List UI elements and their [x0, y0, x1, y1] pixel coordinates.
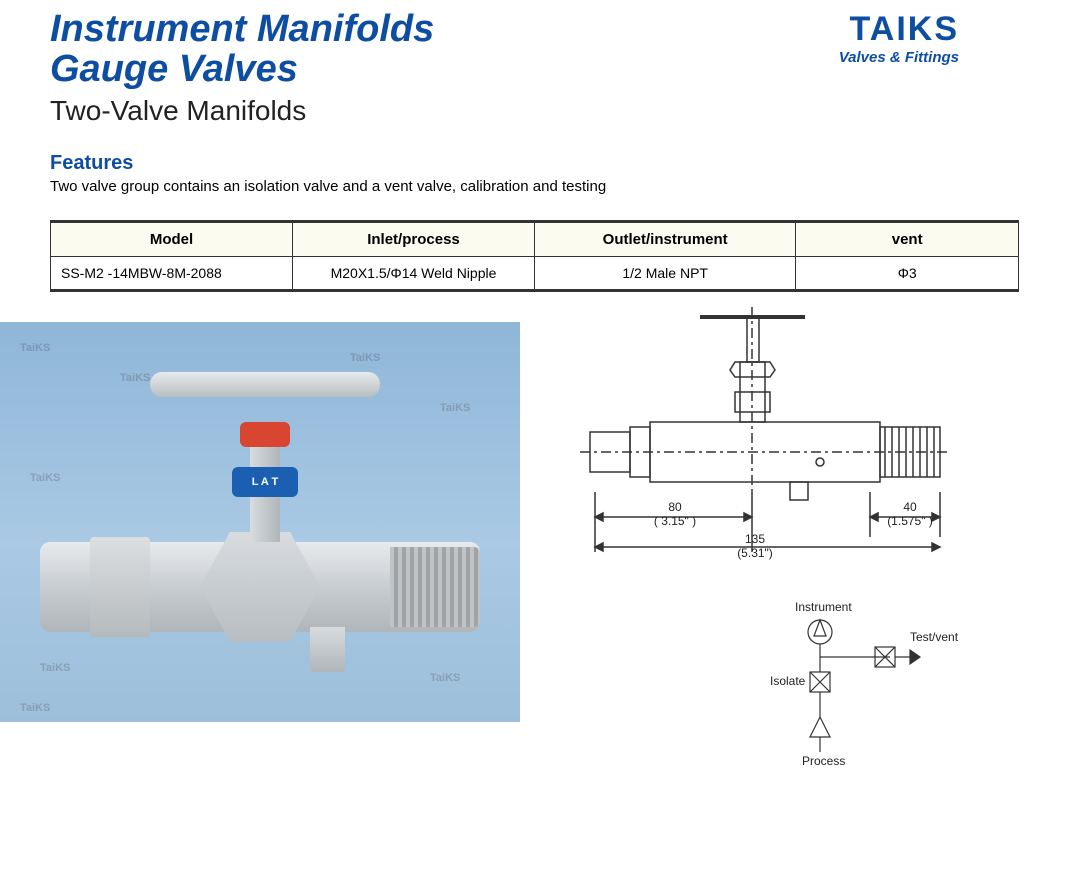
- cell-vent: Φ3: [796, 256, 1019, 290]
- label-testvent: Test/vent: [910, 630, 958, 644]
- logo-sub-text: Valves & Fittings: [839, 49, 959, 66]
- dim-40-in: (1.575" ): [875, 514, 945, 528]
- col-model: Model: [51, 221, 293, 256]
- col-inlet: Inlet/process: [293, 221, 535, 256]
- watermark: TaiKS: [20, 702, 50, 714]
- table-row: SS-M2 -14MBW-8M-2088 M20X1.5/Φ14 Weld Ni…: [51, 256, 1019, 290]
- valve-nut-shape: [90, 537, 150, 637]
- dim-135-in: (5.31"): [720, 546, 790, 560]
- brand-logo: TAIKS Valves & Fittings: [839, 10, 1019, 90]
- watermark: TaiKS: [40, 662, 70, 674]
- watermark: TaiKS: [350, 352, 380, 364]
- valve-handle-shape: [150, 372, 380, 397]
- watermark: TaiKS: [20, 342, 50, 354]
- spec-table: Model Inlet/process Outlet/instrument ve…: [50, 220, 1019, 292]
- dim-80-mm: 80: [645, 500, 705, 514]
- cell-inlet: M20X1.5/Φ14 Weld Nipple: [293, 256, 535, 290]
- label-instrument: Instrument: [795, 600, 852, 614]
- logo-main-text: TAIKS: [839, 10, 959, 49]
- label-isolate: Isolate: [770, 674, 805, 688]
- dim-80-in: ( 3.15" ): [645, 514, 705, 528]
- watermark: TaiKS: [120, 372, 150, 384]
- cell-model: SS-M2 -14MBW-8M-2088: [51, 256, 293, 290]
- valve-blue-ring: L A T: [232, 467, 298, 497]
- valve-drain-shape: [310, 627, 345, 672]
- technical-drawing: 80 ( 3.15" ) 40 (1.575" ) 135 (5.31"): [520, 322, 1069, 722]
- valve-red-cap: [240, 422, 290, 447]
- page-title-line2: Gauge Valves: [50, 50, 434, 90]
- dim-40-mm: 40: [875, 500, 945, 514]
- features-text: Two valve group contains an isolation va…: [50, 178, 1069, 195]
- watermark: TaiKS: [440, 402, 470, 414]
- valve-thread-shape: [390, 547, 480, 627]
- subtitle: Two-Valve Manifolds: [50, 95, 1069, 127]
- features-heading: Features: [50, 152, 1069, 175]
- col-outlet: Outlet/instrument: [535, 221, 796, 256]
- product-photo: TaiKS TaiKS TaiKS TaiKS TaiKS TaiKS TaiK…: [0, 322, 520, 722]
- col-vent: vent: [796, 221, 1019, 256]
- watermark: TaiKS: [430, 672, 460, 684]
- dim-135-mm: 135: [720, 532, 790, 546]
- label-process: Process: [802, 754, 845, 768]
- page-title-line1: Instrument Manifolds: [50, 10, 434, 50]
- watermark: TaiKS: [30, 472, 60, 484]
- cell-outlet: 1/2 Male NPT: [535, 256, 796, 290]
